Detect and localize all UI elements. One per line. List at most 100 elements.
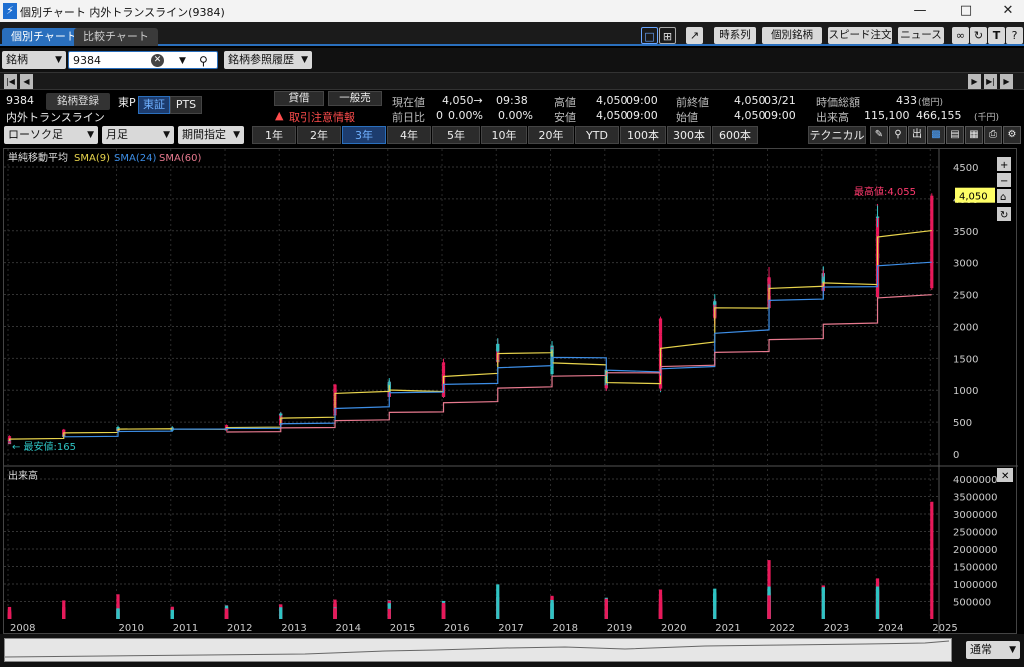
memo-icon[interactable]: ▤ bbox=[946, 126, 964, 144]
next-icon[interactable]: ▶ bbox=[968, 74, 981, 89]
volume-bar bbox=[387, 608, 391, 619]
zenjitsu-value: 0 bbox=[436, 109, 443, 122]
genzai-time: 09:38 bbox=[496, 94, 528, 107]
history-select[interactable]: 銘柄参照履歴 ▼ bbox=[224, 51, 312, 69]
speed-order-button[interactable]: スピード注文 bbox=[828, 27, 892, 44]
x-tick-label: 2017 bbox=[498, 623, 523, 634]
zenjitsu-pct: 0.00% bbox=[448, 109, 483, 122]
code-input[interactable]: 9384 ✕ ▼ ⚲ bbox=[68, 51, 218, 69]
range-select[interactable]: 期間指定 ▼ bbox=[178, 126, 244, 144]
draw-line-icon[interactable]: ✎ bbox=[870, 126, 888, 144]
bar-chart-icon[interactable]: ▩ bbox=[927, 126, 945, 144]
period-2y-button[interactable]: 2年 bbox=[297, 126, 341, 144]
period-100-button[interactable]: 100本 bbox=[620, 126, 666, 144]
volume-panel-title: 出来高 bbox=[8, 469, 38, 482]
chevron-down-icon: ▼ bbox=[1009, 645, 1016, 655]
candle-body bbox=[7, 440, 12, 442]
sma60-line bbox=[226, 294, 932, 433]
period-3y-button[interactable]: 3年 bbox=[342, 126, 386, 144]
register-button[interactable]: 銘柄登録 bbox=[46, 93, 110, 110]
volume-bar bbox=[930, 501, 934, 619]
x-tick-label: 2014 bbox=[336, 623, 361, 634]
takane-time: 09:00 bbox=[626, 94, 658, 107]
candle-body bbox=[658, 318, 663, 334]
period-20y-button[interactable]: 20年 bbox=[528, 126, 574, 144]
candle-body bbox=[930, 195, 934, 289]
candle-body bbox=[875, 283, 880, 298]
kobetsu-meigara-button[interactable]: 個別銘柄 bbox=[762, 27, 822, 44]
candle-body bbox=[658, 382, 663, 389]
prev-icon[interactable]: ◀ bbox=[20, 74, 33, 89]
save-icon[interactable]: ▦ bbox=[965, 126, 983, 144]
period-10y-button[interactable]: 10年 bbox=[481, 126, 527, 144]
period-select[interactable]: 月足 ▼ bbox=[102, 126, 174, 144]
stock-name: 内外トランスライン bbox=[6, 111, 105, 124]
period-300-button[interactable]: 300本 bbox=[667, 126, 711, 144]
tool-row: ローソク足 ▼ 月足 ▼ 期間指定 ▼ 1年 2年 3年 4年 5年 10年 2… bbox=[0, 125, 1024, 145]
history-label: 銘柄参照履歴 bbox=[228, 53, 294, 66]
sma24-line bbox=[63, 261, 932, 438]
search-row: 銘柄 ▼ 9384 ✕ ▼ ⚲ 銘柄参照履歴 ▼ bbox=[0, 48, 1024, 72]
volume-tick-label: 3500000 bbox=[953, 493, 998, 504]
print-icon[interactable]: ⎙ bbox=[984, 126, 1002, 144]
maximize-button[interactable]: □ bbox=[959, 3, 973, 18]
period-5y-button[interactable]: 5年 bbox=[432, 126, 480, 144]
expand-icon[interactable]: ↗ bbox=[686, 27, 703, 44]
chevron-down-icon: ▼ bbox=[301, 55, 308, 65]
candle-body bbox=[550, 370, 554, 375]
candle-body bbox=[7, 437, 12, 439]
x-tick-label: 2022 bbox=[770, 623, 795, 634]
x-tick-label: 2025 bbox=[932, 623, 957, 634]
period-600-button[interactable]: 600本 bbox=[712, 126, 758, 144]
technical-button[interactable]: テクニカル bbox=[808, 126, 866, 144]
period-label: 月足 bbox=[106, 128, 128, 141]
candle-body bbox=[333, 387, 337, 393]
exchange-pts-button[interactable]: PTS bbox=[170, 96, 202, 114]
rotate-icon-bg bbox=[997, 207, 1011, 221]
candle-body bbox=[496, 343, 500, 352]
refresh-icon[interactable]: ↻ bbox=[970, 27, 987, 44]
grid-view-icon[interactable]: ⊞ bbox=[659, 27, 676, 44]
close-button[interactable]: ✕ bbox=[1002, 3, 1014, 18]
period-ytd-button[interactable]: YTD bbox=[575, 126, 619, 144]
price-tick-label: 3500 bbox=[953, 227, 978, 238]
candle-select[interactable]: ローソク足 ▼ bbox=[4, 126, 98, 144]
chevron-down-icon: ▼ bbox=[163, 130, 170, 140]
text-icon[interactable]: T bbox=[988, 27, 1005, 44]
minimize-button[interactable]: — bbox=[913, 3, 927, 18]
close-volume-icon: ✕ bbox=[1001, 471, 1009, 482]
period-1y-button[interactable]: 1年 bbox=[252, 126, 296, 144]
x-tick-label: 2018 bbox=[553, 623, 578, 634]
period-4y-button[interactable]: 4年 bbox=[387, 126, 431, 144]
scroll-navigator[interactable] bbox=[4, 638, 952, 662]
candle-body bbox=[7, 441, 12, 443]
settings-icon[interactable]: ⚙ bbox=[1003, 126, 1021, 144]
single-view-icon[interactable]: □ bbox=[641, 27, 658, 44]
chart-area[interactable]: 4500400035003000250020001500100050004000… bbox=[3, 148, 1018, 635]
x-tick-label: 2015 bbox=[390, 623, 415, 634]
first-icon[interactable]: |◀ bbox=[4, 74, 17, 89]
clear-icon[interactable]: ✕ bbox=[151, 54, 164, 67]
volume-tick-label: 1000000 bbox=[953, 580, 998, 591]
zoom-in-icon-bg bbox=[997, 157, 1011, 171]
jikeiretsu-button[interactable]: 時系列 bbox=[714, 27, 756, 44]
help-icon[interactable]: ? bbox=[1006, 27, 1023, 44]
last-icon[interactable]: ▶| bbox=[984, 74, 997, 89]
exchange-tse-button[interactable]: 東証 bbox=[138, 96, 170, 114]
search-type-select[interactable]: 銘柄 ▼ bbox=[2, 51, 66, 69]
end-icon[interactable]: ▶ bbox=[1000, 74, 1013, 89]
chevron-down-icon[interactable]: ▼ bbox=[179, 56, 186, 66]
volume-icon[interactable]: 出 bbox=[908, 126, 926, 144]
link-icon[interactable]: ∞ bbox=[952, 27, 969, 44]
volume-tick-label: 1500000 bbox=[953, 563, 998, 574]
volume-bar bbox=[713, 592, 717, 619]
tab-kobetsu-chart[interactable]: 個別チャート bbox=[2, 28, 86, 46]
mode-select[interactable]: 通常 ▼ bbox=[966, 641, 1020, 659]
search-icon[interactable]: ⚲ bbox=[199, 54, 208, 68]
ippan-badge: 一般売 bbox=[328, 91, 382, 106]
tab-row: 個別チャート 比較チャート □ ⊞ ↗ 時系列 個別銘柄 スピード注文 ニュース… bbox=[0, 22, 1024, 46]
warning-link[interactable]: 取引注意情報 bbox=[289, 111, 355, 124]
news-button[interactable]: ニュース bbox=[898, 27, 944, 44]
zoom-icon[interactable]: ⚲ bbox=[889, 126, 907, 144]
tab-hikaku-chart[interactable]: 比較チャート bbox=[74, 28, 158, 46]
